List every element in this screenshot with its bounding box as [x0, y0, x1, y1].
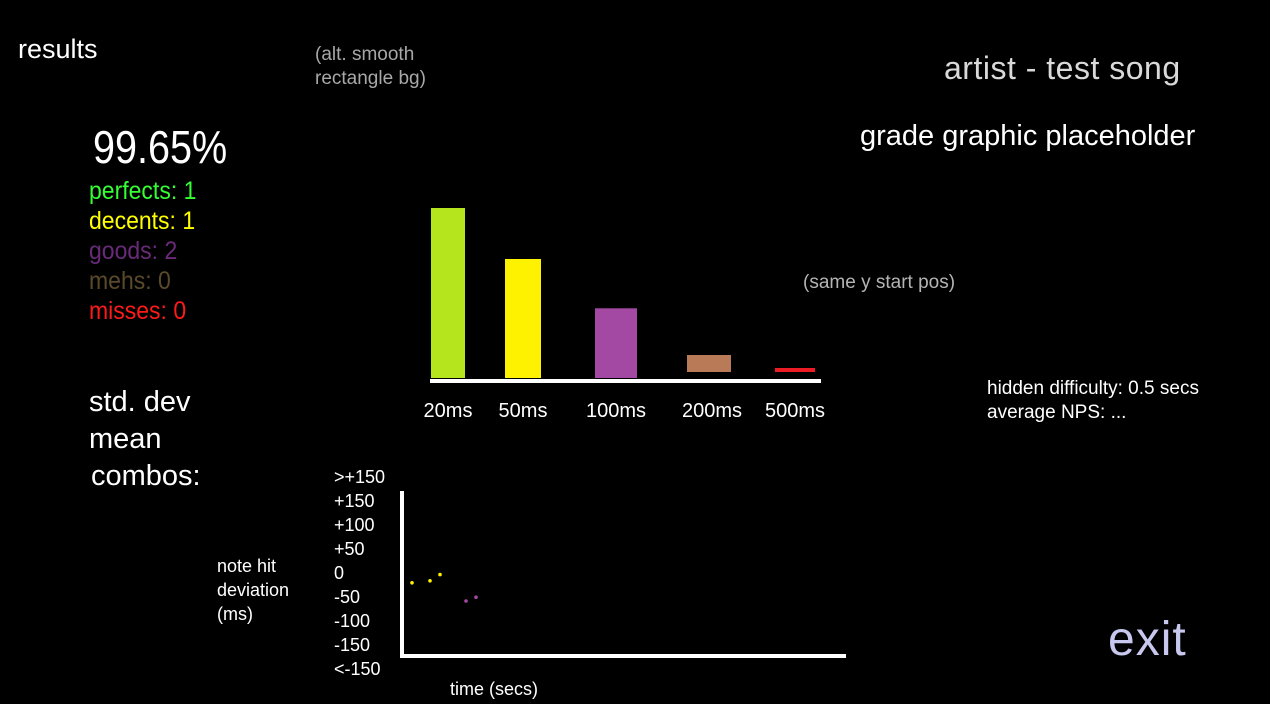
- histogram-bar-50ms: [505, 259, 541, 378]
- hidden-difficulty: hidden difficulty: 0.5 secs: [987, 378, 1199, 399]
- histogram-label-20ms: 20ms: [424, 400, 473, 422]
- scatter-ytick-6: -100: [334, 611, 370, 631]
- song-title: artist - test song: [944, 50, 1181, 86]
- histogram-bar-20ms: [431, 208, 465, 378]
- scatter-ytick-0: >+150: [334, 467, 385, 487]
- scatter-point-0: [410, 581, 414, 585]
- scatter-xlabel: time (secs): [450, 679, 538, 699]
- histogram-label-500ms: 500ms: [765, 400, 825, 422]
- scatter-ytick-2: +100: [334, 515, 375, 535]
- scatter-ytick-1: +150: [334, 491, 375, 511]
- decents-count: decents: 1: [89, 207, 196, 235]
- histogram-bar-100ms: [595, 308, 637, 378]
- scatter-ylabel-line-3: (ms): [217, 604, 253, 624]
- scatter-point-2: [438, 572, 442, 577]
- scatter-point-1: [428, 579, 432, 583]
- mean-label: mean: [89, 423, 162, 455]
- scatter-ylabel-line-2: deviation: [217, 580, 289, 600]
- histogram-label-100ms: 100ms: [586, 400, 646, 422]
- perfects-count: perfects: 1: [89, 177, 197, 205]
- scatter-ytick-5: -50: [334, 587, 360, 607]
- design-note: (alt. smooth rectangle bg): [315, 44, 426, 89]
- scatter-ytick-4: 0: [334, 563, 344, 583]
- average-nps: average NPS: ...: [987, 402, 1127, 423]
- page-title: results: [18, 34, 98, 64]
- mehs-count: mehs: 0: [89, 267, 171, 295]
- exit-button[interactable]: exit: [1108, 613, 1187, 666]
- histogram-bar-200ms: [687, 355, 731, 372]
- scatter-point-3: [464, 599, 468, 603]
- goods-count: goods: 2: [89, 237, 178, 265]
- misses-count: misses: 0: [89, 297, 187, 325]
- combos-label: combos:: [91, 460, 201, 492]
- same-y-note: (same y start pos): [803, 272, 956, 293]
- histogram-label-50ms: 50ms: [499, 400, 548, 422]
- scatter-ytick-3: +50: [334, 539, 365, 559]
- scatter-ytick-8: <-150: [334, 659, 381, 679]
- histogram-bar-500ms: [775, 368, 815, 372]
- scatter-ytick-7: -150: [334, 635, 370, 655]
- accuracy-value: 99.65%: [93, 121, 228, 173]
- histogram-label-200ms: 200ms: [682, 400, 742, 422]
- std-dev-label: std. dev: [89, 386, 191, 418]
- grade-placeholder: grade graphic placeholder: [860, 120, 1196, 152]
- scatter-point-4: [474, 595, 478, 599]
- scatter-ylabel-line-1: note hit: [217, 556, 276, 576]
